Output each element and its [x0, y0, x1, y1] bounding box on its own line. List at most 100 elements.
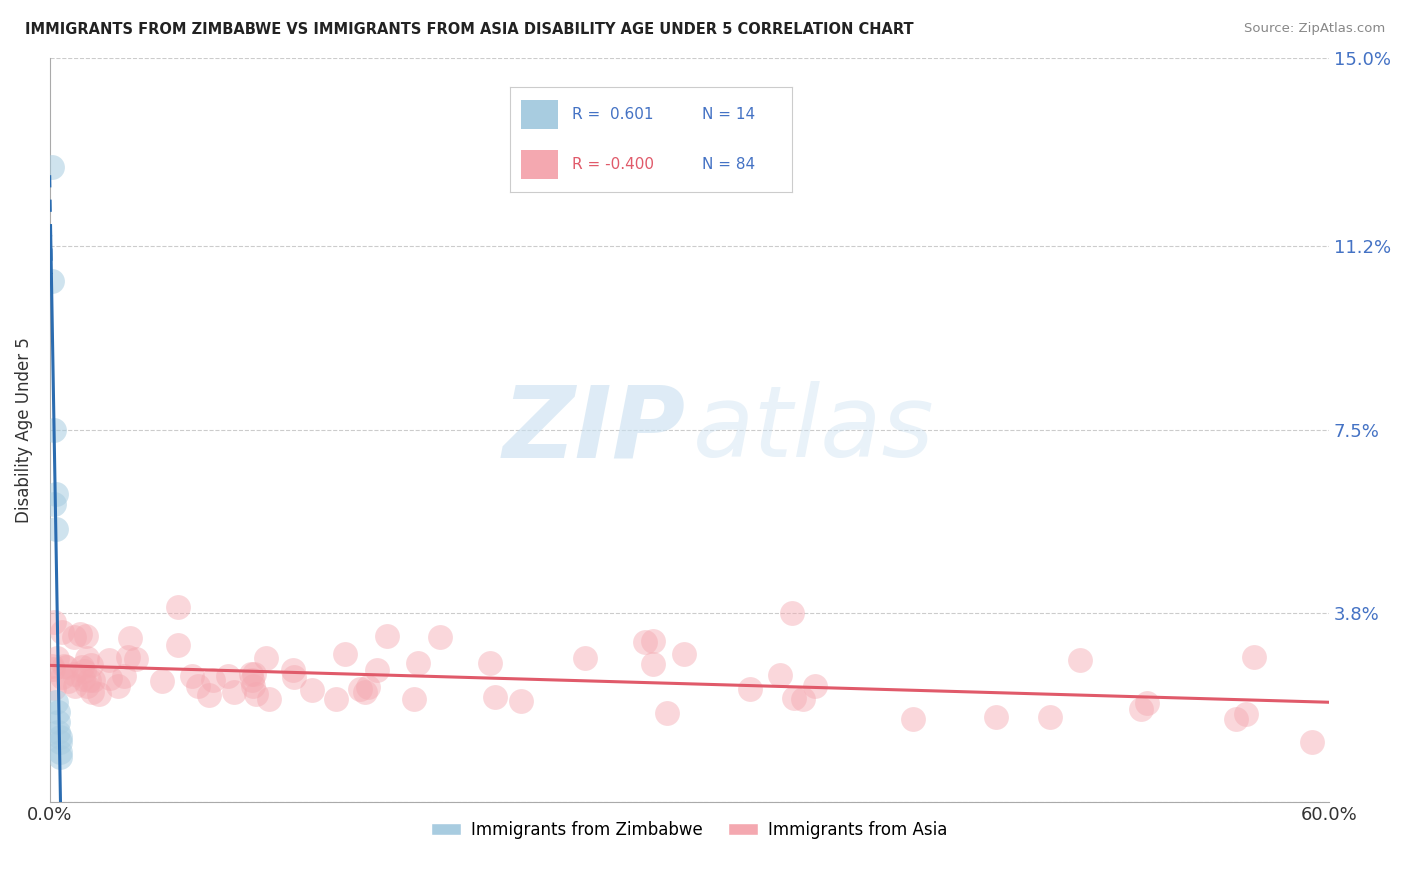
- Point: [42, 681, 65, 696]
- Point: [484, 690, 506, 704]
- Point: [224, 684, 246, 698]
- Point: [112, 669, 135, 683]
- Point: [375, 629, 398, 643]
- Point: [87, 687, 110, 701]
- Legend: Immigrants from Zimbabwe, Immigrants from Asia: Immigrants from Zimbabwe, Immigrants fro…: [425, 814, 955, 846]
- Point: [42, 615, 65, 629]
- Point: [72, 672, 94, 686]
- Point: [41, 160, 63, 174]
- Point: [75, 630, 97, 644]
- Point: [792, 692, 814, 706]
- Point: [77, 673, 100, 688]
- Point: [45, 695, 67, 709]
- Point: [45, 487, 67, 501]
- Text: Source: ZipAtlas.com: Source: ZipAtlas.com: [1244, 22, 1385, 36]
- Point: [769, 667, 792, 681]
- Point: [187, 679, 209, 693]
- Point: [402, 692, 425, 706]
- Point: [117, 649, 139, 664]
- Point: [281, 663, 304, 677]
- Point: [98, 671, 121, 685]
- Point: [198, 688, 221, 702]
- Point: [1136, 696, 1159, 710]
- Point: [641, 633, 664, 648]
- Point: [51, 670, 73, 684]
- Point: [41, 658, 63, 673]
- Point: [239, 666, 262, 681]
- Y-axis label: Disability Age Under 5: Disability Age Under 5: [15, 336, 32, 523]
- Point: [73, 664, 96, 678]
- Point: [641, 657, 664, 672]
- Point: [63, 630, 86, 644]
- Text: ZIP: ZIP: [502, 381, 686, 478]
- Point: [245, 688, 267, 702]
- Point: [69, 627, 91, 641]
- Point: [240, 673, 263, 687]
- Point: [257, 692, 280, 706]
- Point: [243, 667, 266, 681]
- Point: [254, 651, 277, 665]
- Point: [1301, 735, 1323, 749]
- Point: [46, 706, 69, 720]
- Point: [1225, 712, 1247, 726]
- Point: [80, 657, 103, 672]
- Point: [55, 660, 77, 674]
- Point: [51, 625, 73, 640]
- Point: [76, 651, 98, 665]
- Point: [574, 651, 596, 665]
- Point: [333, 647, 356, 661]
- Point: [634, 635, 657, 649]
- Point: [166, 600, 188, 615]
- Point: [1039, 709, 1062, 723]
- Point: [901, 712, 924, 726]
- Point: [56, 674, 79, 689]
- Point: [150, 673, 173, 688]
- Point: [357, 680, 380, 694]
- Point: [125, 652, 148, 666]
- Point: [107, 680, 129, 694]
- Point: [181, 668, 204, 682]
- Point: [49, 735, 72, 749]
- Point: [45, 522, 67, 536]
- Point: [49, 750, 72, 764]
- Point: [166, 639, 188, 653]
- Point: [120, 631, 142, 645]
- Point: [65, 679, 87, 693]
- Point: [406, 656, 429, 670]
- Point: [783, 691, 806, 706]
- Point: [52, 659, 75, 673]
- Point: [1243, 650, 1265, 665]
- Point: [41, 274, 63, 288]
- Point: [984, 710, 1007, 724]
- Text: IMMIGRANTS FROM ZIMBABWE VS IMMIGRANTS FROM ASIA DISABILITY AGE UNDER 5 CORRELAT: IMMIGRANTS FROM ZIMBABWE VS IMMIGRANTS F…: [25, 22, 914, 37]
- Point: [80, 684, 103, 698]
- Point: [46, 715, 69, 730]
- Point: [655, 706, 678, 721]
- Point: [70, 660, 93, 674]
- Text: atlas: atlas: [693, 381, 935, 478]
- Point: [63, 667, 86, 681]
- Point: [1234, 706, 1257, 721]
- Point: [673, 647, 696, 661]
- Point: [804, 680, 827, 694]
- Point: [97, 653, 120, 667]
- Point: [201, 673, 224, 687]
- Point: [42, 662, 65, 676]
- Point: [738, 682, 761, 697]
- Point: [429, 630, 451, 644]
- Point: [349, 681, 371, 696]
- Point: [46, 651, 69, 665]
- Point: [49, 745, 72, 759]
- Point: [217, 669, 239, 683]
- Point: [325, 692, 347, 706]
- Point: [478, 657, 501, 671]
- Point: [42, 423, 65, 437]
- Point: [46, 725, 69, 739]
- Point: [42, 497, 65, 511]
- Point: [301, 683, 323, 698]
- Point: [780, 606, 803, 620]
- Point: [283, 669, 305, 683]
- Point: [353, 685, 375, 699]
- Point: [366, 663, 388, 677]
- Point: [76, 679, 98, 693]
